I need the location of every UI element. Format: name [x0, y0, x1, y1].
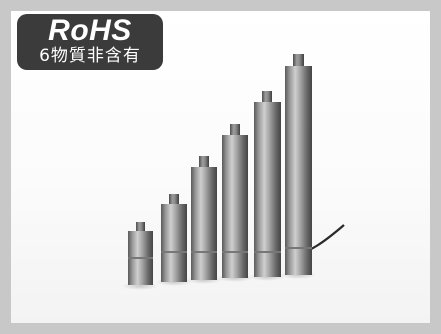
- rohs-badge-title: RoHS: [48, 14, 132, 47]
- sensor-rod-5: [249, 91, 285, 281]
- sensor-rod-3: [186, 156, 222, 284]
- sensor-rod-2: [156, 194, 192, 286]
- rohs-badge: RoHS 6物質非含有: [17, 14, 163, 70]
- sensor-rod-6: [280, 54, 316, 279]
- rohs-badge-subtitle: 6物質非含有: [39, 46, 141, 66]
- product-rods-illustration: [122, 54, 345, 290]
- sensor-rod-1: [122, 222, 158, 290]
- sensor-rod-4: [217, 124, 253, 282]
